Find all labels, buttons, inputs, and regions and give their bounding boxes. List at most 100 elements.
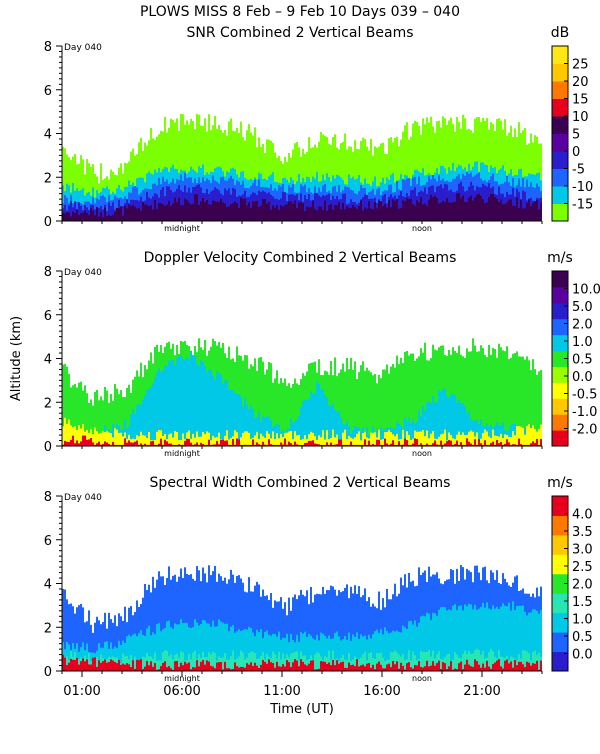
colorbar-swatch (552, 151, 568, 169)
data-column (384, 668, 386, 671)
data-column (118, 394, 120, 446)
data-column (318, 668, 320, 671)
data-column (256, 665, 258, 671)
data-column (160, 666, 162, 671)
data-column (504, 660, 506, 671)
data-column (104, 431, 106, 446)
data-column (140, 196, 142, 221)
data-column (518, 605, 520, 671)
data-column (512, 187, 514, 221)
data-column (440, 607, 442, 671)
data-column (450, 394, 452, 446)
data-column (160, 203, 162, 221)
data-column (306, 660, 308, 671)
data-column (322, 388, 324, 446)
data-column (280, 378, 282, 446)
data-column (210, 204, 212, 221)
data-column (180, 355, 182, 446)
data-column (514, 435, 516, 446)
data-column (154, 444, 156, 446)
colorbar-swatch (552, 302, 568, 320)
data-column (374, 432, 376, 446)
data-column (178, 440, 180, 446)
colorbar-swatch (552, 350, 568, 367)
data-column (432, 650, 434, 671)
data-column (180, 651, 182, 671)
data-column (212, 651, 214, 671)
figure-header: PLOWS MISS 8 Feb – 9 Feb 10 Days 039 – 0… (140, 4, 460, 20)
data-column (316, 210, 318, 221)
data-column (504, 119, 506, 221)
data-column (358, 586, 360, 671)
data-column (500, 441, 502, 446)
data-column (356, 444, 358, 446)
data-column (86, 393, 88, 446)
data-column (100, 654, 102, 671)
data-column (152, 576, 154, 671)
data-column (202, 567, 204, 671)
data-column (208, 661, 210, 671)
data-column (178, 666, 180, 671)
data-column (404, 201, 406, 221)
data-column (418, 567, 420, 671)
data-column (238, 132, 240, 221)
data-column (324, 635, 326, 671)
data-column (272, 651, 274, 671)
data-column (110, 642, 112, 671)
data-column (146, 628, 148, 671)
data-column (186, 663, 188, 671)
data-column (306, 439, 308, 446)
data-column (96, 389, 98, 446)
data-column (228, 121, 230, 221)
data-column (96, 656, 98, 671)
data-column (178, 356, 180, 446)
data-column (256, 442, 258, 446)
data-column (406, 350, 408, 446)
data-column (502, 438, 504, 446)
colorbar-swatch (552, 554, 568, 575)
data-column (296, 383, 298, 446)
data-column (522, 130, 524, 221)
data-column (344, 659, 346, 671)
data-column (72, 659, 74, 671)
data-column (154, 663, 156, 671)
data-column (456, 610, 458, 671)
data-column (338, 372, 340, 446)
data-column (190, 351, 192, 446)
data-column (138, 660, 140, 671)
data-column (328, 405, 330, 446)
data-column (108, 612, 110, 671)
data-column (358, 658, 360, 671)
data-column (484, 658, 486, 671)
data-column (64, 589, 66, 671)
data-column (330, 638, 332, 671)
data-column (160, 631, 162, 671)
data-column (438, 120, 440, 221)
data-column (208, 623, 210, 671)
data-column (116, 388, 118, 446)
data-column (410, 444, 412, 446)
data-column (168, 443, 170, 446)
data-column (212, 200, 214, 221)
data-column (408, 199, 410, 221)
data-column (136, 600, 138, 671)
data-column (132, 660, 134, 671)
data-column (528, 360, 530, 446)
colorbar-tick-label: 4.0 (572, 508, 593, 523)
data-column (376, 383, 378, 446)
data-column (302, 633, 304, 671)
colorbar-tick-label: -10 (572, 180, 593, 195)
data-column (116, 663, 118, 671)
data-column (462, 444, 464, 446)
data-column (388, 373, 390, 446)
data-column (242, 406, 244, 446)
data-column (76, 657, 78, 671)
data-column (460, 354, 462, 446)
data-column (190, 442, 192, 446)
data-column (124, 656, 126, 671)
data-column (68, 662, 70, 671)
data-column (306, 206, 308, 221)
data-column (126, 438, 128, 446)
data-column (526, 356, 528, 446)
data-column (210, 654, 212, 671)
